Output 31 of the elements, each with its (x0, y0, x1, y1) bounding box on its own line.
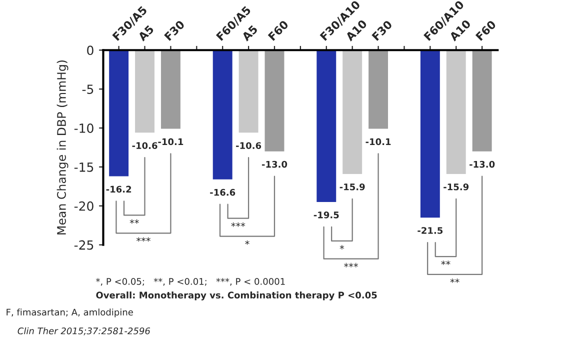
data-label: -10.6 (132, 142, 158, 150)
y-tick-label: -25 (74, 240, 94, 250)
data-label: -21.5 (418, 227, 443, 234)
y-tick-label: -15 (74, 162, 94, 172)
y-tick-label: -10 (74, 123, 94, 133)
data-label: -16.6 (210, 188, 236, 196)
text: ** (441, 260, 450, 266)
data-label: -10.6 (236, 142, 262, 150)
annotation: * (245, 240, 250, 245)
annotation: *** (231, 222, 246, 227)
text: *, P <0.05; **, P <0.01; ***, P < 0.0001 (96, 278, 285, 286)
y-tick-label: 0 (87, 46, 94, 56)
data-label: -10.1 (366, 138, 391, 146)
y-tick-label: -5 (82, 84, 94, 94)
text: * (340, 245, 344, 250)
data-label: -15.9 (340, 183, 365, 190)
annotation: ** (130, 219, 139, 224)
annotation: *** (136, 237, 150, 242)
text: *** (344, 262, 358, 268)
data-label: -16.2 (106, 186, 132, 193)
data-label: -15.9 (444, 183, 469, 190)
data-label: -19.5 (314, 212, 339, 218)
text: F, fimasartan; A, amlodipine (6, 308, 133, 318)
data-label: -13.0 (262, 160, 288, 168)
text: Clin Ther 2015;37:2581-2596 (18, 327, 150, 336)
data-label: -10.1 (158, 138, 184, 146)
text: ** (450, 278, 460, 283)
data-label: -13.0 (470, 160, 495, 168)
y-axis-title: Mean Change in DBP (mmHg) (56, 60, 68, 234)
y-tick-label: -20 (74, 201, 94, 211)
text: Overall: Monotherapy vs. Combination therapy P <0.05 (96, 292, 377, 300)
